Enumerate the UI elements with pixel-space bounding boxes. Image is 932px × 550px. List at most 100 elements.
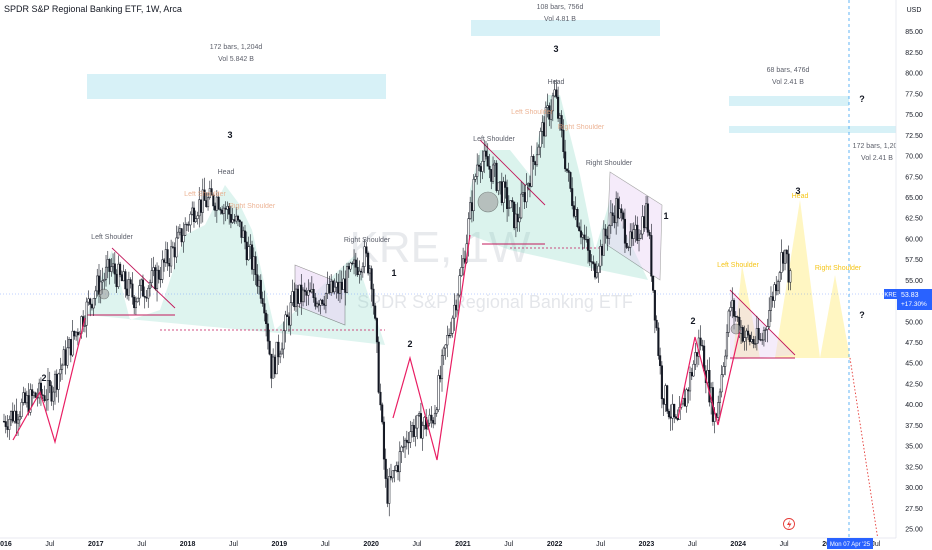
candle-body-285 [504, 181, 507, 188]
candle-body-179 [317, 303, 320, 306]
candle-body-163 [289, 302, 292, 326]
candle-body-292 [516, 213, 519, 223]
candle-body-366 [646, 203, 649, 233]
candle-body-228 [404, 439, 407, 448]
wave-arrow-2020 [392, 234, 471, 461]
candle-body-79 [141, 279, 145, 297]
candle-body-375 [662, 398, 665, 405]
candle-body-70 [126, 288, 129, 296]
candle-body-339 [599, 246, 602, 267]
candle-body-325 [574, 209, 577, 217]
candle-body-114 [203, 189, 206, 201]
candle-body-347 [613, 215, 616, 224]
question-mark-2: ? [859, 310, 865, 320]
candle-body-78 [140, 279, 143, 286]
measure-box-2[interactable] [471, 20, 660, 36]
candle-body-157 [279, 353, 282, 358]
candle-body-272 [481, 161, 484, 172]
label-right-shoulder-inner-1: Right Shoulder [229, 203, 276, 210]
candle-body-147 [261, 298, 264, 304]
time-tick-7: Jul [321, 541, 330, 548]
candle-body-225 [398, 451, 401, 473]
candle-body-306 [541, 122, 544, 132]
alert-icon[interactable] [783, 518, 795, 530]
candle-body-432 [762, 330, 765, 341]
candle-body-95 [170, 246, 173, 267]
last-price-badge [897, 289, 932, 310]
candle-body-219 [388, 476, 391, 504]
candle-body-207 [367, 252, 370, 274]
candle-body-66 [119, 263, 122, 275]
time-tick-9: Jul [413, 541, 422, 548]
measure-box-3[interactable] [729, 96, 849, 106]
candle-body-354 [625, 243, 628, 248]
candle-body-273 [483, 150, 486, 162]
candle-body-329 [581, 234, 584, 238]
candle-body-85 [152, 267, 155, 271]
candle-body-443 [782, 252, 785, 264]
candle-body-430 [759, 339, 762, 341]
candle-body-361 [637, 238, 641, 241]
candle-body-280 [495, 162, 498, 191]
candle-body-301 [532, 156, 535, 162]
price-axis-panel[interactable] [896, 0, 932, 550]
candle-body-232 [411, 425, 414, 432]
candle-body-248 [439, 375, 442, 380]
time-axis-panel[interactable] [0, 538, 896, 550]
price-tick-8: 65.00 [905, 195, 923, 202]
wave-arrow-2016 [12, 317, 86, 445]
candle-body-327 [578, 226, 581, 232]
candle-body-221 [391, 470, 394, 479]
candle-body-24 [45, 399, 48, 401]
candle-body-252 [446, 335, 449, 346]
candle-body-216 [382, 421, 386, 460]
highlight-circle-2 [477, 191, 499, 213]
measure-box-4[interactable] [729, 126, 899, 133]
candle-body-303 [535, 154, 539, 166]
label-left-shoulder-3: Left Shoulder [717, 262, 759, 269]
time-tick-11: Jul [504, 541, 513, 548]
candle-body-87 [155, 269, 159, 289]
candle-body-125 [222, 207, 225, 214]
candle-body-357 [630, 231, 634, 239]
candle-body-176 [312, 289, 315, 299]
candle-body-350 [618, 208, 621, 219]
candle-body-446 [787, 253, 790, 283]
candle-body-429 [757, 328, 760, 340]
candle-body-194 [344, 278, 347, 293]
candle-body-237 [419, 413, 422, 439]
candle-body-267 [472, 178, 475, 212]
candle-body-59 [106, 259, 109, 268]
candle-body-376 [664, 385, 667, 405]
candle-body-434 [766, 326, 769, 330]
candle-body-365 [645, 203, 648, 229]
candle-body-69 [124, 271, 127, 290]
candle-body-300 [530, 156, 533, 187]
last-price-value: 53.83 [901, 292, 919, 299]
candle-body-445 [785, 249, 788, 255]
candle-body-308 [544, 107, 547, 137]
candle-body-437 [771, 296, 774, 301]
candle-body-150 [266, 323, 269, 342]
candle-body-81 [145, 296, 148, 299]
candle-body-22 [41, 394, 44, 396]
candle-body-258 [456, 294, 459, 311]
candle-body-416 [734, 316, 737, 318]
candle-body-328 [579, 230, 583, 238]
candle-body-438 [773, 284, 776, 301]
time-tick-19: Jul [871, 541, 880, 548]
candle-body-210 [372, 288, 375, 307]
label-head-1: Head [218, 169, 235, 176]
candle-body-435 [768, 310, 771, 327]
candle-body-2 [6, 426, 9, 430]
measure-box-1[interactable] [87, 74, 386, 99]
time-tick-6: 2019 [272, 541, 288, 548]
candle-body-223 [395, 465, 398, 471]
candle-body-245 [433, 412, 437, 424]
candle-body-359 [634, 224, 637, 230]
candle-body-220 [389, 476, 393, 479]
candle-body-33 [60, 364, 64, 370]
candle-body-23 [43, 395, 46, 401]
candle-body-297 [525, 184, 528, 203]
